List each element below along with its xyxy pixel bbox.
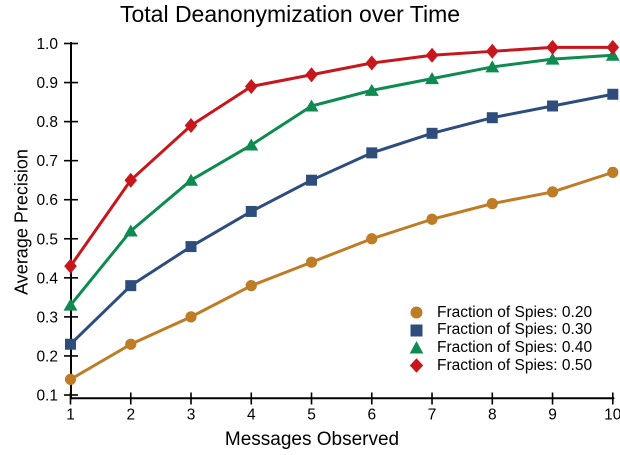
x-tick-label: 10 <box>604 407 620 424</box>
legend-item: Fraction of Spies: 0.50 <box>409 357 592 375</box>
legend-label: Fraction of Spies: 0.20 <box>437 303 593 321</box>
series-line <box>69 92 614 346</box>
x-tick-label: 9 <box>548 407 557 424</box>
data-point-marker <box>185 241 197 253</box>
data-point-marker <box>426 213 438 225</box>
x-tick-label: 7 <box>428 407 437 424</box>
data-point-marker <box>607 88 619 100</box>
data-point-marker <box>245 205 257 217</box>
y-tick-label: 0.3 <box>36 309 58 326</box>
x-tick-label: 6 <box>367 407 376 424</box>
diamond-glyph <box>409 358 424 373</box>
data-point-marker <box>546 39 559 55</box>
diamond-marker-icon <box>409 358 424 373</box>
data-point-marker <box>64 258 77 274</box>
data-point-marker <box>245 280 257 292</box>
data-point-marker <box>366 233 378 245</box>
data-point-marker <box>425 72 440 85</box>
y-tick-label: 0.4 <box>36 270 58 287</box>
data-point-marker <box>486 198 498 210</box>
data-point-marker <box>125 338 137 350</box>
x-axis-label: Messages Observed <box>224 429 400 450</box>
data-point-marker <box>485 60 500 73</box>
data-point-marker <box>65 338 76 350</box>
data-point-marker <box>486 112 498 124</box>
data-point-marker <box>607 166 619 178</box>
data-point-marker <box>64 373 77 385</box>
data-point-marker <box>125 280 137 292</box>
data-point-marker <box>184 118 198 134</box>
chart-title: Total Deanonymization over Time <box>119 1 461 27</box>
y-tick-label: 0.9 <box>36 75 58 92</box>
series-line <box>69 45 613 267</box>
y-tick-label: 0.1 <box>36 388 58 405</box>
data-point-marker <box>305 67 318 83</box>
x-tick-label: 5 <box>307 407 316 424</box>
data-point-marker <box>366 147 378 159</box>
y-tick-label: 0.8 <box>36 114 58 131</box>
data-point-marker <box>546 186 559 198</box>
x-tick-label: 3 <box>187 407 196 424</box>
series-line <box>69 170 614 381</box>
triangle-marker-icon <box>409 341 424 354</box>
x-tick-label: 4 <box>247 407 256 424</box>
x-tick-label: 8 <box>488 407 497 424</box>
x-tick-label: 1 <box>66 407 75 424</box>
data-point-marker <box>426 127 438 139</box>
circle-marker-icon <box>410 306 423 319</box>
data-point-marker <box>485 43 499 59</box>
data-point-marker <box>124 172 138 188</box>
legend-label: Fraction of Spies: 0.40 <box>437 338 593 356</box>
legend-label: Fraction of Spies: 0.50 <box>437 356 593 374</box>
data-point-marker <box>364 83 379 96</box>
square-marker-icon <box>410 324 423 337</box>
circle-glyph <box>410 306 423 319</box>
legend-label: Fraction of Spies: 0.30 <box>437 321 593 339</box>
data-point-marker <box>425 47 439 63</box>
square-glyph <box>410 324 423 337</box>
data-point-marker <box>244 138 259 151</box>
data-point-marker <box>306 174 318 186</box>
triangle-glyph <box>409 341 424 354</box>
data-point-marker <box>547 100 559 112</box>
data-point-marker <box>365 55 379 71</box>
data-point-marker <box>123 224 138 237</box>
data-point-marker <box>304 99 319 112</box>
x-tick-label: 2 <box>126 407 135 424</box>
data-point-marker <box>606 39 620 55</box>
data-point-marker <box>63 298 78 311</box>
y-tick-label: 0.2 <box>36 348 58 365</box>
legend: Fraction of Spies: 0.20 Fraction of Spies… <box>409 304 592 374</box>
data-point-marker <box>305 256 318 268</box>
series-line <box>69 53 613 307</box>
legend-item: Fraction of Spies: 0.20 <box>409 304 592 322</box>
legend-item: Fraction of Spies: 0.30 <box>409 321 593 340</box>
y-tick-label: 0.7 <box>36 153 58 170</box>
data-point-marker <box>184 173 199 186</box>
data-point-marker <box>545 52 560 65</box>
y-tick-label: 1.0 <box>36 36 58 53</box>
data-point-marker <box>244 78 258 94</box>
y-tick-label: 0.6 <box>36 192 58 209</box>
y-tick-label: 0.5 <box>36 231 58 248</box>
legend-item: Fraction of Spies: 0.40 <box>409 339 592 357</box>
data-point-marker <box>185 311 197 323</box>
